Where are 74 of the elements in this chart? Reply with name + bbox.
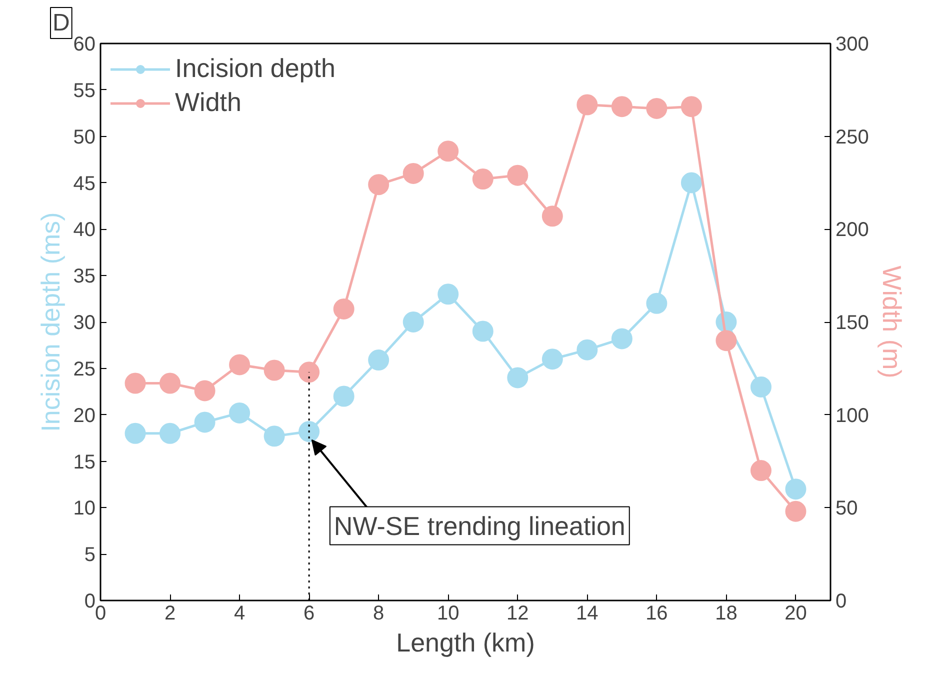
x-tick-label: 2	[164, 602, 176, 624]
point	[542, 206, 563, 227]
point	[716, 330, 737, 352]
point	[229, 402, 250, 424]
y-tick-label: 20	[73, 404, 96, 427]
x-tick-label: 14	[576, 602, 598, 624]
x-tick-label: 4	[234, 602, 246, 624]
y2-tick-label: 150	[836, 312, 869, 334]
point	[785, 500, 806, 522]
y2-axis-title: Width (m)	[876, 266, 907, 378]
point	[507, 367, 528, 388]
point	[680, 172, 702, 194]
annotation: NW-SE trending lineation	[334, 510, 626, 541]
y-tick-label: 35	[73, 266, 96, 288]
y-tick-label: 45	[73, 172, 96, 195]
point	[680, 96, 702, 118]
y-tick-label: 50	[73, 126, 96, 148]
point	[576, 339, 598, 360]
x-tick-label: 18	[715, 602, 738, 624]
point	[611, 96, 632, 118]
point	[229, 354, 250, 376]
y-axis-title: Incision depth (ms)	[35, 212, 66, 432]
point	[333, 298, 354, 320]
point	[542, 348, 563, 370]
point	[646, 292, 668, 314]
y-tick-label: 40	[73, 219, 96, 242]
y-tick-label: 55	[73, 80, 96, 102]
x-tick-label: 6	[304, 602, 315, 624]
text: D	[52, 10, 70, 36]
point	[646, 98, 668, 119]
point	[368, 350, 390, 371]
point	[576, 94, 598, 116]
x-tick-label: 8	[373, 602, 384, 624]
y-tick-label: 25	[73, 358, 96, 380]
point	[298, 362, 320, 383]
point	[368, 174, 390, 196]
point	[472, 320, 494, 342]
y-tick-label: 15	[73, 451, 96, 474]
x-axis-title: Length (km)	[396, 628, 535, 658]
point	[124, 422, 146, 444]
point	[194, 412, 216, 433]
y2-tick-label: 200	[836, 219, 869, 242]
point	[438, 284, 459, 305]
y-tick-label: 60	[73, 34, 96, 56]
x-tick-label: 12	[506, 602, 529, 624]
y2-tick-label: 50	[836, 498, 858, 520]
point	[402, 312, 424, 332]
point	[124, 372, 146, 394]
point	[611, 328, 632, 350]
point	[264, 426, 285, 447]
legend-label: Width	[175, 87, 242, 118]
point	[750, 376, 772, 398]
point	[264, 360, 285, 381]
x-tick-label: 10	[436, 602, 460, 624]
x-tick-label: 20	[784, 602, 807, 624]
x-tick-label: 16	[646, 602, 668, 624]
point	[438, 140, 459, 162]
point	[160, 372, 181, 394]
y-tick-label: 10	[73, 498, 96, 520]
point	[507, 164, 528, 186]
point	[160, 422, 181, 444]
point	[402, 162, 424, 184]
y2-tick-label: 100	[836, 404, 869, 427]
y2-tick-label: 300	[836, 34, 869, 56]
point	[194, 380, 216, 402]
point	[472, 168, 494, 190]
y2-tick-label: 250	[836, 126, 869, 148]
y-tick-label: 30	[73, 312, 96, 334]
legend-label: Incision depth	[175, 53, 336, 84]
y-tick-label: 5	[84, 544, 96, 566]
point	[298, 421, 320, 442]
point	[333, 386, 354, 407]
point	[750, 460, 772, 482]
point	[785, 478, 806, 500]
